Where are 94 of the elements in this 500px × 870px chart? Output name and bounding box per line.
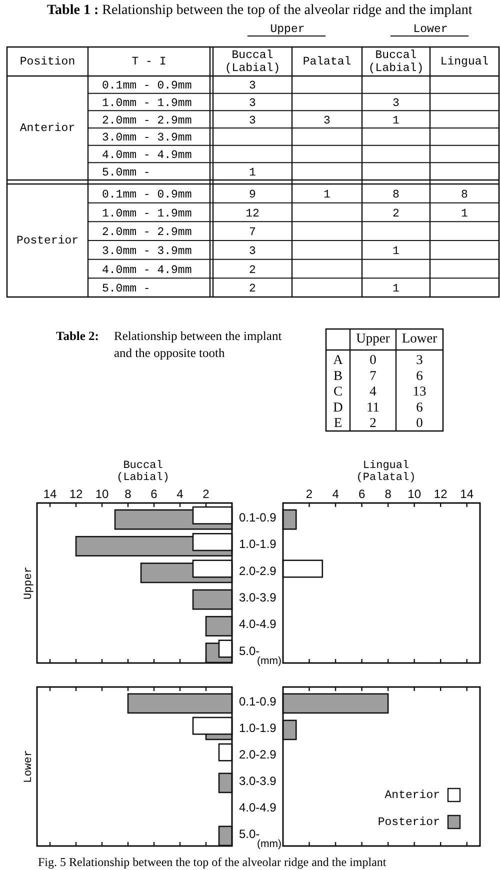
chart-title: Buccal (Labial): [116, 460, 170, 484]
text: Position: [20, 56, 76, 69]
data-label: 12: [246, 207, 260, 220]
data-label: 3: [249, 244, 256, 258]
data-label: 13: [412, 384, 426, 399]
x-tick-label: 4: [176, 487, 184, 501]
x-tick-label: Buccal (Labial): [368, 49, 424, 75]
x-tick-label: Buccal (Labial): [224, 49, 280, 75]
data-label: 2: [370, 415, 376, 430]
data-label: 3: [249, 97, 256, 110]
y-tick-label: 3.0-3.9: [239, 590, 277, 605]
legend-label: Anterior: [384, 789, 440, 802]
x-tick-label: 8: [384, 487, 392, 501]
y-axis-title: Upper: [22, 566, 35, 600]
y-tick-label: 2.0-2.9: [239, 747, 277, 762]
y-tick-label: 4.0mm - 4.9mm: [102, 264, 192, 277]
y-tick-label: 3.0mm - 3.9mm: [102, 132, 192, 145]
data-label: 1: [392, 282, 400, 296]
chart-title: Table 2: Relationship between the implant and the opposite tooth: [56, 329, 282, 360]
y-tick-label: 2.0mm - 2.9mm: [102, 226, 192, 240]
data-label: 6: [416, 368, 424, 383]
y-tick-label: 4.0-4.9: [239, 800, 277, 814]
data-label: 1: [392, 244, 400, 258]
y-tick-label: C: [333, 384, 343, 399]
x-tick-label: Lingual: [440, 56, 489, 69]
y-tick-label: 5.0mm -: [102, 166, 150, 180]
y-tick-label: 5.0-: [239, 826, 260, 841]
x-tick-label: 10: [408, 487, 422, 501]
y-tick-label: B: [333, 368, 343, 383]
y-tick-label: 0.1-0.9: [239, 510, 277, 525]
data-label: 3: [249, 80, 256, 93]
data-label: 1: [392, 114, 400, 128]
text: Posterior: [16, 234, 79, 248]
data-label: 2: [249, 264, 256, 277]
y-tick-label: 1.0mm - 1.9mm: [102, 207, 192, 220]
x-tick-label: 14: [43, 487, 57, 501]
y-tick-label: 3.0mm - 3.9mm: [102, 244, 192, 258]
y-axis-title: Lower: [22, 750, 35, 784]
y-tick-label: 1.0-1.9: [239, 720, 277, 735]
y-tick-label: 0.1-0.9: [239, 694, 277, 708]
data-label: 7: [249, 226, 256, 240]
text: T - I: [132, 56, 166, 69]
x-tick-label: 2: [306, 487, 313, 501]
y-tick-label: 4.0-4.9: [239, 617, 277, 632]
text: Upper: [270, 23, 305, 36]
x-tick-label: 8: [124, 487, 132, 501]
y-tick-label: 4.0mm - 4.9mm: [102, 149, 192, 162]
y-tick-label: 5.0mm -: [102, 282, 150, 296]
data-label: 0: [416, 415, 424, 430]
data-label: 11: [366, 399, 380, 414]
chart-title: Table 1 : Relationship between the top of the alveolar ridge and the implant: [47, 3, 472, 18]
x-tick-label: 14: [460, 487, 474, 501]
text: (mm): [257, 655, 282, 667]
text: Lower: [413, 23, 448, 36]
y-tick-label: 1.0mm - 1.9mm: [102, 97, 192, 110]
data-label: 3: [416, 352, 424, 367]
y-tick-label: 2.0mm - 2.9mm: [102, 114, 192, 128]
x-tick-label: 12: [434, 487, 448, 501]
y-tick-label: A: [333, 352, 344, 367]
x-tick-label: Palatal: [302, 56, 352, 69]
caption: Fig. 5 Relationship between the top of the alveolar ridge and the implant: [38, 855, 387, 869]
y-tick-label: 2.0-2.9: [239, 564, 277, 578]
y-tick-label: 0.1mm - 0.9mm: [102, 188, 192, 202]
x-tick-label: 6: [150, 487, 158, 501]
data-label: 1: [249, 166, 256, 180]
y-tick-label: 0.1mm - 0.9mm: [102, 80, 192, 93]
data-label: 3: [392, 97, 400, 110]
data-label: 3: [324, 114, 331, 128]
text: Anterior: [20, 122, 76, 136]
legend-label: Posterior: [378, 816, 440, 830]
data-label: 1: [324, 188, 331, 202]
data-label: 9: [249, 188, 256, 202]
data-label: 6: [416, 399, 424, 414]
x-tick-label: 12: [69, 487, 83, 501]
data-label: 1: [461, 207, 468, 220]
data-label: 7: [370, 368, 377, 383]
data-label: 2: [392, 207, 400, 220]
data-label: 0: [370, 352, 377, 367]
data-label: 2: [249, 282, 256, 296]
text: (mm): [257, 838, 282, 850]
x-tick-label: 4: [332, 487, 340, 501]
y-tick-label: E: [334, 415, 342, 430]
x-tick-label: 2: [202, 487, 210, 501]
y-tick-label: D: [333, 399, 344, 414]
y-tick-label: 3.0-3.9: [239, 774, 277, 788]
x-tick-label: 6: [358, 487, 366, 501]
data-label: 8: [392, 188, 400, 202]
y-tick-label: 1.0-1.9: [239, 537, 277, 552]
x-tick-label: 10: [95, 487, 109, 501]
chart-title: Lingual (Palatal): [356, 460, 416, 484]
y-tick-label: 5.0-: [239, 644, 260, 658]
data-label: 8: [461, 188, 468, 202]
data-label: 3: [249, 114, 256, 128]
data-label: 4: [370, 384, 377, 399]
